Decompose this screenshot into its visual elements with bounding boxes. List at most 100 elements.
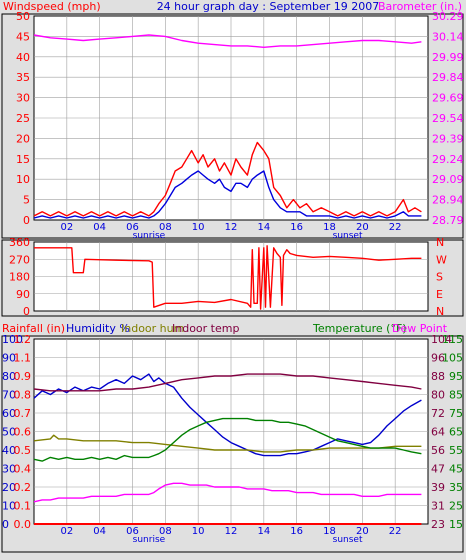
x-tick-hour: 22 bbox=[389, 222, 402, 233]
y-tick-temperature: 39 bbox=[431, 481, 445, 494]
sunrise-label: sunrise bbox=[133, 231, 166, 241]
y-tick-rainfall: 1.2 bbox=[14, 333, 32, 346]
y-tick-temperature: 56 bbox=[431, 444, 445, 457]
x-tick-hour: 16 bbox=[290, 222, 303, 233]
windspeed-axis-label: Windspeed (mph) bbox=[3, 0, 101, 13]
y-tick-temperature-far: 35 bbox=[449, 481, 463, 494]
barometer-axis-label: Barometer (in.) bbox=[378, 0, 462, 13]
y-tick-windspeed: 30 bbox=[16, 92, 30, 105]
y-tick-rainfall: 0.5 bbox=[14, 444, 32, 457]
y-tick-barometer: 29.39 bbox=[432, 132, 464, 145]
y-tick-windspeed: 10 bbox=[16, 173, 30, 186]
series-gust-line bbox=[33, 141, 422, 217]
y-tick-temperature: 80 bbox=[431, 389, 445, 402]
y-tick-humidity: 100 bbox=[2, 333, 23, 346]
x-tick-hour: 04 bbox=[93, 526, 106, 537]
series-average-line bbox=[33, 170, 422, 219]
y-tick-humidity: 60 bbox=[2, 407, 16, 420]
rainfall-axis-label: Rainfall (in) bbox=[2, 322, 65, 335]
y-tick-temperature-far: 105 bbox=[442, 352, 463, 365]
x-tick-hour: 18 bbox=[323, 222, 336, 233]
y-tick-degrees: 90 bbox=[16, 288, 30, 301]
x-tick-hour: 12 bbox=[225, 222, 238, 233]
y-tick-windspeed: 0 bbox=[23, 214, 30, 227]
y-tick-barometer: 29.24 bbox=[432, 153, 464, 166]
x-tick-hour: 14 bbox=[257, 222, 270, 233]
y-tick-windspeed: 35 bbox=[16, 71, 30, 84]
y-tick-barometer: 29.09 bbox=[432, 173, 464, 186]
page-title: 24 hour graph day : September 19 2007 bbox=[157, 0, 380, 13]
x-tick-hour: 08 bbox=[159, 526, 172, 537]
y-tick-degrees: 270 bbox=[9, 253, 30, 266]
y-tick-compass: N bbox=[436, 305, 444, 318]
series-indoor_temp-line bbox=[33, 373, 422, 392]
y-tick-rainfall: 0.8 bbox=[14, 389, 32, 402]
dew-point-axis-label: Dew Point bbox=[392, 322, 448, 335]
x-tick-hour: 14 bbox=[257, 526, 270, 537]
y-tick-rainfall: 0.6 bbox=[14, 426, 32, 439]
y-tick-temperature-far: 95 bbox=[449, 370, 463, 383]
y-tick-degrees: 180 bbox=[9, 271, 30, 284]
x-tick-hour: 06 bbox=[126, 222, 139, 233]
x-tick-hour: 02 bbox=[60, 222, 73, 233]
x-tick-hour: 20 bbox=[356, 222, 369, 233]
y-tick-barometer: 29.69 bbox=[432, 92, 464, 105]
y-tick-compass: W bbox=[436, 253, 447, 266]
sunset-label: sunset bbox=[333, 231, 363, 241]
series-barometer-line bbox=[33, 34, 422, 48]
series-indoor_hum-line bbox=[33, 434, 422, 453]
y-tick-humidity: 0 bbox=[2, 518, 9, 531]
indoor-humidity-label: Indoor hum bbox=[121, 322, 184, 335]
y-tick-windspeed: 15 bbox=[16, 153, 30, 166]
x-tick-hour: 06 bbox=[126, 526, 139, 537]
y-tick-barometer: 29.99 bbox=[432, 51, 464, 64]
y-tick-temperature: 23 bbox=[431, 518, 445, 531]
temperature-axis-label: Temperature (°F) bbox=[312, 322, 407, 335]
x-tick-hour: 20 bbox=[356, 526, 369, 537]
y-tick-rainfall: 0.4 bbox=[14, 463, 32, 476]
y-tick-compass: E bbox=[436, 288, 443, 301]
y-tick-rainfall: 0.2 bbox=[14, 481, 32, 494]
y-tick-temperature: 104 bbox=[431, 333, 452, 346]
x-tick-hour: 10 bbox=[192, 222, 205, 233]
y-tick-temperature: 72 bbox=[431, 407, 445, 420]
y-tick-humidity: 40 bbox=[2, 444, 16, 457]
y-tick-humidity: 90 bbox=[2, 352, 16, 365]
y-tick-humidity: 70 bbox=[2, 389, 16, 402]
x-tick-hour: 22 bbox=[389, 526, 402, 537]
indoor-temperature-label: Indoor temp bbox=[172, 322, 239, 335]
y-tick-barometer: 28.79 bbox=[432, 214, 464, 227]
y-tick-windspeed: 45 bbox=[16, 30, 30, 43]
y-tick-degrees: 360 bbox=[9, 236, 30, 249]
panel-frame-wind bbox=[1, 13, 464, 239]
y-tick-temperature: 64 bbox=[431, 426, 445, 439]
y-tick-barometer: 30.29 bbox=[432, 10, 464, 23]
series-dew_point-line bbox=[33, 482, 422, 503]
y-tick-temperature-far: 25 bbox=[449, 500, 463, 513]
series-direction-line bbox=[34, 245, 422, 310]
y-tick-humidity: 30 bbox=[2, 463, 16, 476]
x-tick-hour: 02 bbox=[60, 526, 73, 537]
y-tick-barometer: 29.54 bbox=[432, 112, 464, 125]
x-tick-hour: 18 bbox=[323, 526, 336, 537]
y-tick-rainfall: 0.1 bbox=[14, 500, 32, 513]
x-tick-hour: 04 bbox=[93, 222, 106, 233]
y-tick-barometer: 30.14 bbox=[432, 30, 464, 43]
y-tick-humidity: 80 bbox=[2, 370, 16, 383]
y-tick-humidity: 10 bbox=[2, 500, 16, 513]
y-tick-rainfall: 0.9 bbox=[14, 370, 32, 383]
y-tick-temperature: 96 bbox=[431, 352, 445, 365]
y-tick-compass: N bbox=[436, 236, 444, 249]
x-tick-hour: 12 bbox=[225, 526, 238, 537]
y-tick-barometer: 29.84 bbox=[432, 71, 464, 84]
y-tick-humidity: 20 bbox=[2, 481, 16, 494]
y-tick-temperature-far: 115 bbox=[442, 333, 463, 346]
y-tick-temperature-far: 45 bbox=[449, 463, 463, 476]
panel-frame-direction bbox=[1, 239, 464, 317]
y-tick-temperature-far: 65 bbox=[449, 426, 463, 439]
y-tick-temperature: 47 bbox=[431, 463, 445, 476]
y-tick-temperature: 88 bbox=[431, 370, 445, 383]
chart-panels: 0 5 10 15 20 25 30 35 40 45 50 28.79 28.94 29.09 29.24… bbox=[1, 10, 464, 553]
